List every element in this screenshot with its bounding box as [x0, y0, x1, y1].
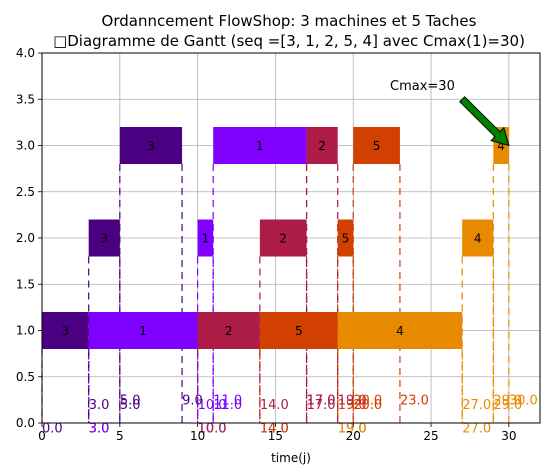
gantt-bar-job-4	[462, 219, 494, 257]
time-labels: 0.0 3.03.0 10.010.0 14.014.0 19.019.0 27.03.0…	[42, 394, 538, 437]
gantt-bar-label: 3	[147, 139, 155, 153]
start-time-label: 3.0	[89, 398, 110, 413]
gantt-bar-label: 4	[474, 232, 482, 246]
gantt-bar-label: 1	[202, 232, 210, 246]
gantt-bar-label: 2	[279, 232, 287, 246]
gantt-bar-label: 5	[373, 139, 381, 153]
gantt-bar-job-1	[88, 312, 198, 349]
x-axis-label: time(j)	[271, 451, 311, 465]
gantt-bar-job-5	[259, 312, 338, 349]
start-time-label: 11.0	[213, 394, 242, 409]
start-time-label: 14.0	[260, 421, 289, 436]
gantt-bar-job-5	[337, 219, 354, 257]
gantt-bar-label: 5	[342, 232, 350, 246]
start-time-label: 27.0	[462, 398, 491, 413]
gantt-bar-job-3	[42, 312, 89, 349]
x-tick-label: 5	[116, 429, 124, 443]
x-tick-label: 30	[501, 429, 516, 443]
end-time-label: 19.0	[338, 394, 367, 409]
gantt-bar-label: 2	[318, 139, 326, 153]
gantt-bar-job-5	[353, 127, 400, 164]
gantt-bar-label: 2	[225, 324, 233, 338]
gantt-bar-job-2	[259, 219, 307, 257]
end-time-label: 10.0	[198, 421, 227, 436]
end-time-label: 23.0	[400, 394, 429, 409]
gantt-bar-label: 3	[62, 324, 70, 338]
gantt-bar-job-2	[306, 127, 338, 164]
gantt-bar-job-3	[88, 219, 120, 257]
chart-title-line2: □Diagramme de Gantt (seq =[3, 1, 2, 5, 4…	[53, 32, 525, 50]
end-time-label: 11.0	[213, 398, 242, 413]
end-time-label: 17.0	[307, 398, 336, 413]
end-time-label: 19.0	[338, 421, 367, 436]
gantt-bar-label: 1	[139, 324, 147, 338]
end-time-label: 17.0	[307, 394, 336, 409]
start-time-label: 19.0	[338, 398, 367, 413]
end-time-label: 20.0	[353, 398, 382, 413]
x-tick-label: 15	[268, 429, 283, 443]
cmax-annotation: Cmax=30	[390, 79, 510, 147]
end-time-label: 9.0	[182, 394, 203, 409]
y-tick-label: 4.0	[16, 46, 35, 60]
gantt-bar-label: 3	[100, 232, 108, 246]
end-time-label: 27.0	[462, 421, 491, 436]
gantt-bar-label: 4	[497, 139, 505, 153]
x-tick-label: 10	[190, 429, 205, 443]
end-time-label: 14.0	[260, 421, 289, 436]
start-time-label: 10.0	[198, 421, 227, 436]
end-time-label: 3.0	[89, 421, 110, 436]
gantt-bar-job-1	[213, 127, 307, 164]
x-tick-label: 25	[423, 429, 438, 443]
gantt-bar-job-1	[197, 219, 214, 257]
x-tick-label: 0	[38, 429, 46, 443]
gantt-bar-label: 5	[295, 324, 303, 338]
start-time-label: 20.0	[353, 394, 382, 409]
start-time-label: 0.0	[42, 421, 63, 436]
start-time-label: 3.0	[89, 421, 110, 436]
completion-guides	[41, 164, 510, 423]
end-time-label: 30.0	[509, 394, 538, 409]
start-time-label: 29.0	[493, 394, 522, 409]
y-tick-label: 0.0	[16, 416, 35, 430]
cmax-label: Cmax=30	[390, 79, 455, 94]
gantt-bar-job-2	[197, 312, 260, 349]
start-time-label: 14.0	[260, 398, 289, 413]
y-axis-ticks: 0.0 0.5 1.0 1.5 2.0 2.5 3.0 3.5 4.0	[16, 46, 42, 430]
gantt-bar-label: 1	[256, 139, 264, 153]
cmax-arrow	[458, 96, 510, 147]
y-tick-label: 1.0	[16, 324, 35, 338]
chart-title-line1: Ordanncement FlowShop: 3 machines et 5 T…	[102, 12, 477, 30]
start-time-label: 17.0	[307, 394, 336, 409]
y-tick-label: 0.5	[16, 370, 35, 384]
x-axis-ticks: 0 5 10 15 20 25 30	[38, 423, 517, 443]
y-tick-label: 2.5	[16, 185, 35, 199]
gantt-bar-job-3	[119, 127, 183, 164]
y-tick-label: 3.5	[16, 92, 35, 106]
gantt-bar-label: 4	[396, 324, 404, 338]
x-tick-label: 20	[346, 429, 361, 443]
start-time-label: 10.0	[198, 398, 227, 413]
start-time-label: 19.0	[338, 421, 367, 436]
y-tick-label: 1.5	[16, 277, 35, 291]
start-time-label: 5.0	[120, 394, 141, 409]
gantt-bars: 3 1 2 5 4 3 1 2 5 4 3 1 2 5 4	[42, 127, 509, 349]
gantt-bar-job-4	[337, 312, 463, 349]
end-time-label: 29.0	[493, 398, 522, 413]
y-tick-label: 2.0	[16, 231, 35, 245]
y-tick-label: 3.0	[16, 139, 35, 153]
end-time-label: 5.0	[120, 398, 141, 413]
